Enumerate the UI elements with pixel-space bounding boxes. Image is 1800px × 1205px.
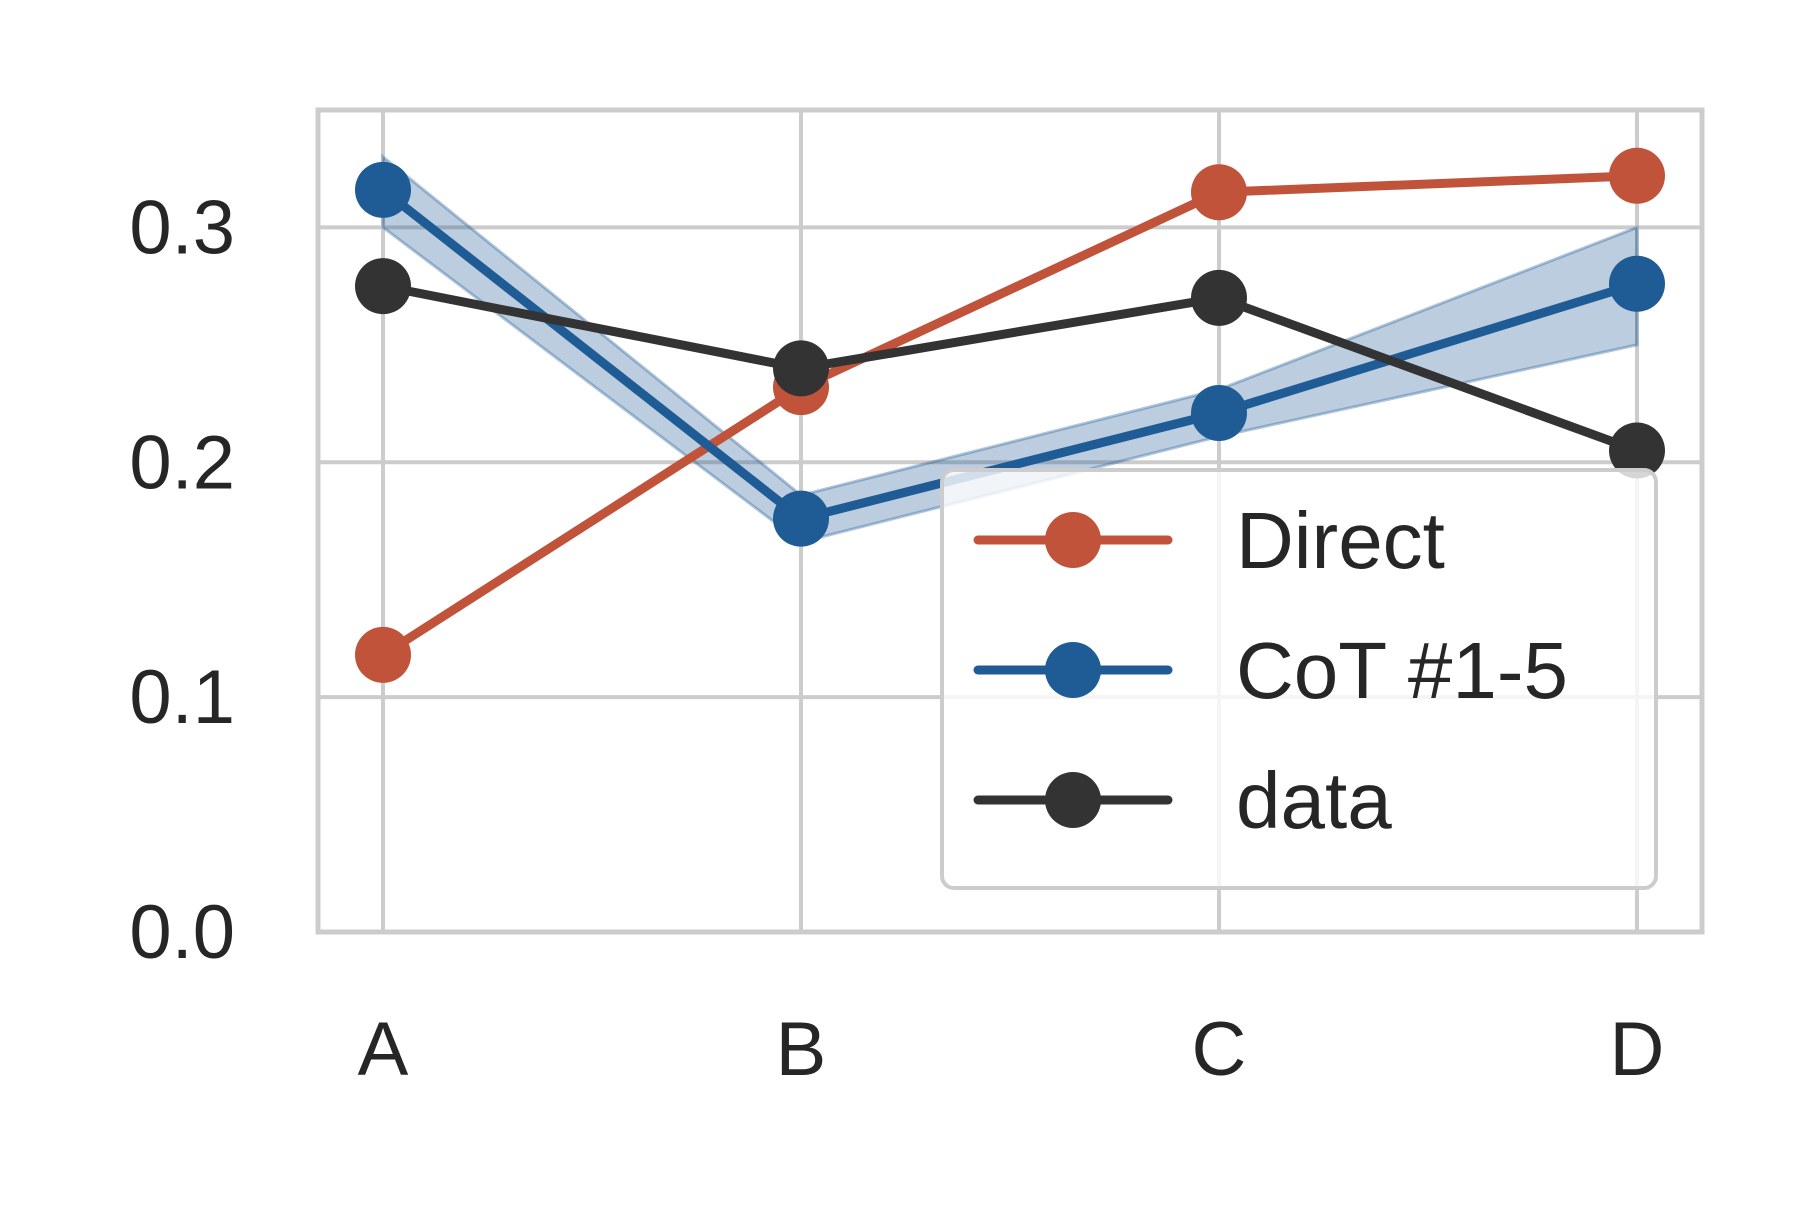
data-point-1-D xyxy=(1609,255,1665,312)
series-line-2 xyxy=(378,281,1642,456)
y-tick-label-0: 0.0 xyxy=(129,890,235,975)
y-axis-tick-labels: 0.0 0.1 0.2 0.3 xyxy=(129,185,235,975)
confidence-bands xyxy=(381,153,1639,544)
series-lines xyxy=(355,147,1665,683)
legend-box xyxy=(940,468,1658,890)
series-line-1 xyxy=(378,185,1642,524)
x-axis-tick-labels: A B C D xyxy=(358,1007,1665,1092)
legend-label-data: data xyxy=(1236,756,1392,845)
x-tick-label-B: B xyxy=(776,1007,827,1092)
y-tick-label-1: 0.1 xyxy=(129,655,235,740)
series-2 xyxy=(355,258,1665,479)
plot-area-frame xyxy=(315,107,1705,935)
series-line-0 xyxy=(378,171,1642,660)
x-tick-label-C: C xyxy=(1192,1007,1247,1092)
data-point-2-A xyxy=(355,258,411,315)
legend-marker-0 xyxy=(1045,512,1101,568)
legend-marker-1 xyxy=(1045,642,1101,698)
series-1 xyxy=(355,161,1665,547)
legend-label-direct: Direct xyxy=(1236,496,1445,585)
data-point-1-A xyxy=(355,161,411,218)
data-point-1-C xyxy=(1191,384,1247,441)
legend-marker-2 xyxy=(1045,772,1101,828)
legend: Direct CoT #1-5 data xyxy=(940,468,1658,890)
data-point-1-B xyxy=(773,490,829,547)
x-tick-label-D: D xyxy=(1610,1007,1665,1092)
data-point-2-D xyxy=(1609,422,1665,479)
y-tick-label-3: 0.3 xyxy=(129,185,235,270)
data-point-2-B xyxy=(773,340,829,397)
confidence-band-1 xyxy=(381,153,1639,544)
data-point-0-C xyxy=(1191,164,1247,221)
data-point-2-C xyxy=(1191,269,1247,326)
data-point-0-D xyxy=(1609,147,1665,204)
y-tick-label-2: 0.2 xyxy=(129,420,235,505)
x-tick-label-A: A xyxy=(358,1007,409,1092)
data-point-0-A xyxy=(355,626,411,683)
legend-label-cot: CoT #1-5 xyxy=(1236,626,1568,715)
